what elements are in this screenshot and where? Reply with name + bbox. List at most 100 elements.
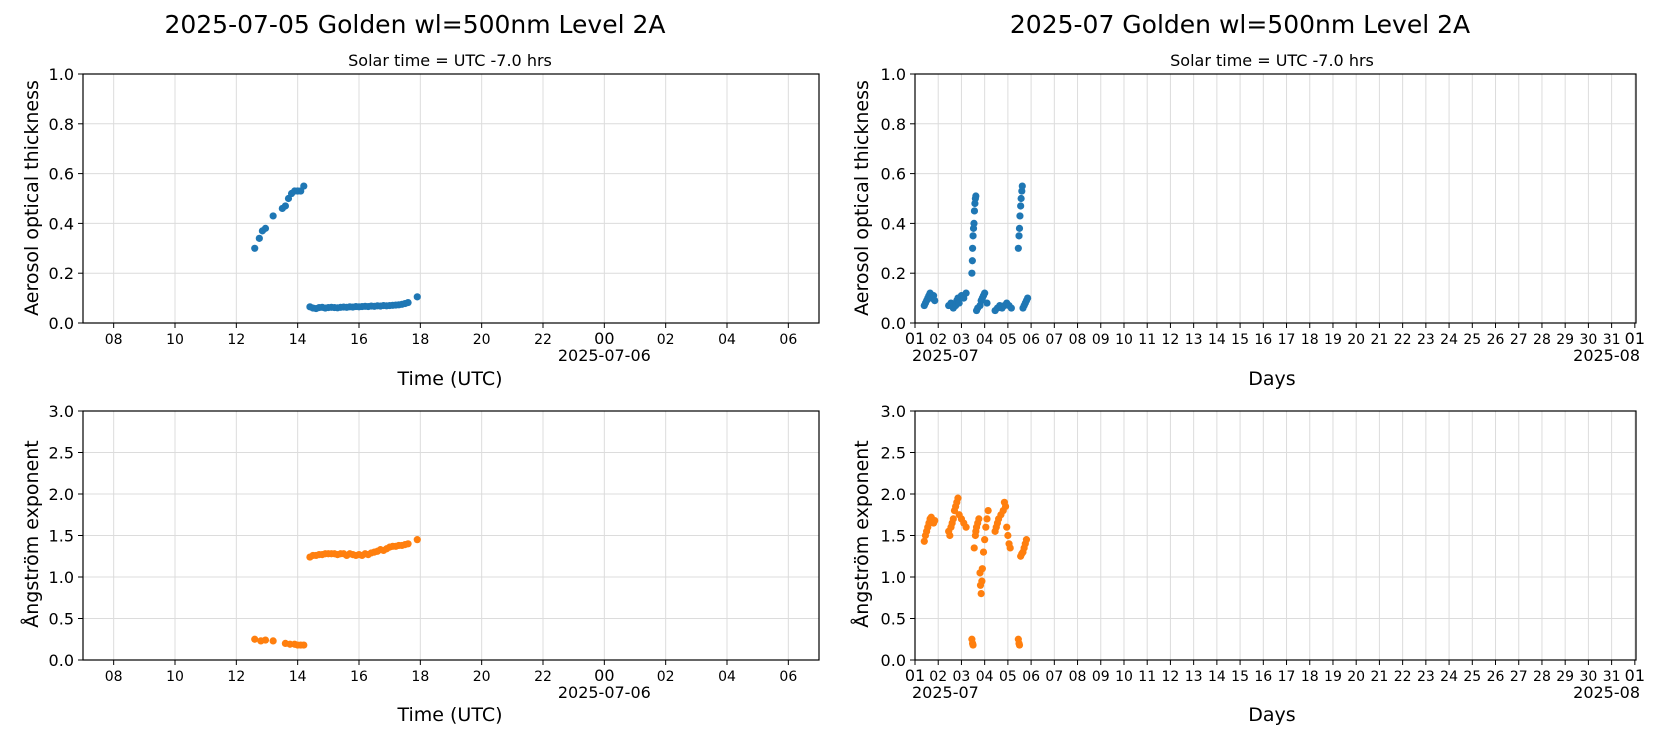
- x-tick-label: 26: [1487, 332, 1505, 348]
- x-tick-label: 10: [166, 332, 184, 348]
- x-tick-label: 08: [105, 669, 123, 685]
- data-point: [1017, 202, 1025, 210]
- x-date-label: 2025-07-06: [558, 683, 651, 702]
- daily-aod-ylabel: Aerosol optical thickness: [21, 80, 43, 316]
- data-point: [962, 289, 970, 297]
- x-tick-label: 07: [1045, 669, 1063, 685]
- monthly-subtitle: Solar time = UTC -7.0 hrs: [1170, 51, 1374, 70]
- y-tick-label: 2.5: [881, 444, 906, 463]
- x-tick-label: 17: [1278, 332, 1296, 348]
- x-tick-label: 02: [929, 332, 947, 348]
- data-point: [1006, 544, 1014, 552]
- data-point: [300, 182, 308, 190]
- plot-frame: [914, 73, 1637, 324]
- y-tick-label: 2.5: [49, 444, 74, 463]
- x-tick-label: 01: [1625, 329, 1645, 348]
- x-tick-label: 14: [289, 669, 307, 685]
- x-tick-label: 08: [105, 332, 123, 348]
- x-tick-label: 20: [1347, 669, 1365, 685]
- x-tick-label: 21: [1370, 332, 1388, 348]
- x-tick-label: 27: [1510, 669, 1528, 685]
- data-point: [982, 523, 990, 531]
- daily-angstrom-ylabel: Ångström exponent: [20, 440, 43, 628]
- x-tick-label: 25: [1463, 669, 1481, 685]
- data-point: [969, 641, 977, 649]
- x-tick-label: 17: [1278, 669, 1296, 685]
- data-point: [251, 244, 259, 252]
- x-tick-label: 02: [929, 669, 947, 685]
- data-point: [413, 536, 421, 544]
- x-tick-label: 29: [1556, 332, 1574, 348]
- data-point: [1001, 502, 1010, 511]
- data-point: [975, 515, 983, 523]
- x-tick-label: 05: [999, 332, 1017, 348]
- x-tick-label: 02: [657, 332, 675, 348]
- x-tick-label: 23: [1417, 669, 1435, 685]
- data-point: [1015, 224, 1024, 232]
- data-point: [1018, 182, 1026, 190]
- x-tick-label: 26: [1487, 669, 1505, 685]
- data-point: [968, 269, 976, 277]
- x-tick-label: 14: [1208, 669, 1226, 685]
- plot-frame: [914, 410, 1637, 661]
- y-tick-label: 1.0: [49, 568, 74, 587]
- daily-angstrom-plot: 0.0 0.5 1.0 1.5 2.0 2.5 3.0 08 10 12 14 16 18 20 22 00 0…: [49, 402, 820, 702]
- y-tick-label: 0.0: [49, 651, 74, 670]
- x-tick-label: 20: [1347, 332, 1365, 348]
- x-tick-label: 13: [1185, 669, 1203, 685]
- monthly-aod-ylabel: Aerosol optical thickness: [851, 80, 873, 316]
- daily-subtitle: Solar time = UTC -7.0 hrs: [348, 51, 552, 70]
- y-tick-label: 0.5: [49, 610, 74, 629]
- data-point: [1014, 244, 1022, 252]
- data-point: [261, 224, 270, 232]
- x-tick-label: 09: [1092, 669, 1110, 685]
- x-tick-label: 01: [1625, 666, 1645, 685]
- x-tick-label: 09: [1092, 332, 1110, 348]
- y-tick-label: 1.5: [49, 527, 74, 546]
- y-tick-label: 0.0: [49, 314, 74, 333]
- monthly-aod-xlabel: Days: [1248, 368, 1295, 390]
- x-tick-label: 18: [1301, 669, 1319, 685]
- x-tick-label: 15: [1231, 332, 1249, 348]
- daily-aod-plot: 0.0 0.2 0.4 0.6 0.8 1.0 08 10 12 14 16 18 20 22 00 02 04…: [49, 65, 820, 365]
- x-tick-label: 21: [1370, 669, 1388, 685]
- x-tick-label: 30: [1579, 669, 1597, 685]
- x-tick-label: 19: [1324, 669, 1342, 685]
- y-tick-label: 0.2: [49, 264, 74, 283]
- monthly-angstrom-ylabel: Ångström exponent: [850, 440, 873, 628]
- x-tick-label: 03: [953, 669, 971, 685]
- x-tick-label: 20: [473, 669, 491, 685]
- data-point: [970, 544, 978, 552]
- x-tick-label: 16: [350, 332, 368, 348]
- data-point: [1015, 232, 1023, 240]
- data-point: [977, 590, 985, 598]
- x-tick-label: 05: [999, 669, 1017, 685]
- y-tick-label: 0.6: [881, 165, 906, 184]
- x-tick-label: 16: [350, 669, 368, 685]
- x-tick-label: 24: [1440, 669, 1458, 685]
- data-point: [979, 548, 988, 556]
- data-point: [954, 494, 962, 502]
- x-tick-label: 14: [1208, 332, 1226, 348]
- data-point: [983, 299, 991, 307]
- x-tick-label: 19: [1324, 332, 1342, 348]
- daily-title: 2025-07-05 Golden wl=500nm Level 2A: [164, 10, 665, 39]
- x-tick-label: 10: [1115, 669, 1133, 685]
- data-point: [969, 232, 977, 240]
- x-tick-label: 00: [594, 666, 614, 685]
- y-tick-label: 2.0: [881, 485, 906, 504]
- x-tick-label: 13: [1185, 332, 1203, 348]
- x-tick-label: 22: [1394, 332, 1412, 348]
- x-tick-label: 28: [1533, 332, 1551, 348]
- x-tick-label: 01: [905, 666, 925, 685]
- data-point: [300, 641, 308, 649]
- y-tick-label: 1.0: [881, 568, 906, 587]
- x-tick-label: 28: [1533, 669, 1551, 685]
- monthly-aod-plot: 0.00.20.40.60.81.001 02 03 04 05 06 07 08 09 10 11…: [881, 65, 1645, 365]
- data-point: [920, 537, 928, 545]
- y-tick-label: 0.4: [881, 214, 906, 233]
- x-tick-label: 31: [1603, 669, 1621, 685]
- x-tick-label: 16: [1254, 332, 1272, 348]
- data-point: [404, 298, 412, 307]
- x-tick-label: 29: [1556, 669, 1574, 685]
